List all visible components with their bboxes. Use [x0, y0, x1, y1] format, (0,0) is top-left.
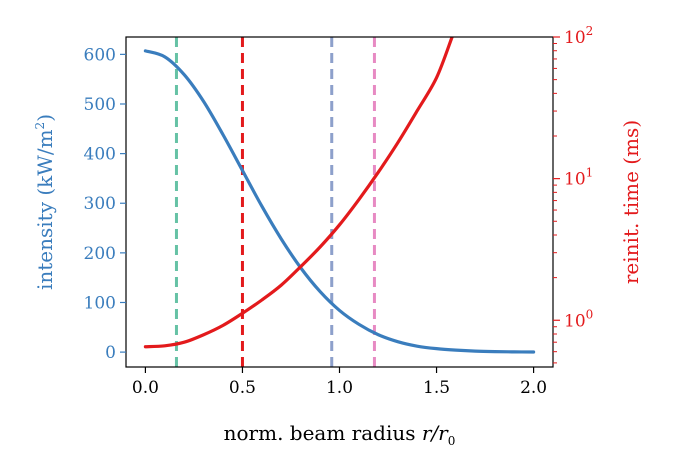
x-tick-label-0: 0.0: [132, 378, 159, 398]
series-lines: [143, 37, 536, 354]
x-tick-label-2: 1.0: [326, 378, 353, 398]
y-left-tick-label-2: 200: [84, 244, 116, 264]
y-right-axis-label: reinit. time (ms): [619, 120, 643, 284]
plot-frame: [125, 36, 554, 368]
y-left-tick-label-4: 400: [84, 145, 116, 165]
y-left-tick-label-0: 0: [105, 343, 116, 363]
y-left-label-prefix: intensity (kW/m: [33, 129, 57, 290]
x-axis-label-var: r/r: [422, 421, 449, 445]
y-left-tick-label-6: 600: [84, 45, 116, 65]
y-left-tick-label-3: 300: [84, 194, 116, 214]
axis-ticks: 0.0 0.5 1.0 1.5 2.0 0 100 200 300 400 500 600 100 101…: [84, 24, 594, 398]
x-tick-label-1: 0.5: [229, 378, 256, 398]
x-axis-label-sub: 0: [448, 434, 456, 448]
x-tick-label-3: 1.5: [423, 378, 450, 398]
x-tick-label-4: 2.0: [520, 378, 547, 398]
series-line-1: [143, 37, 454, 349]
y-left-label-sup: 2: [33, 122, 47, 130]
y-right-tick-label-2: 102: [564, 24, 593, 48]
y-left-label-suffix: ): [33, 114, 57, 122]
reference-lines: [174, 37, 376, 367]
y-left-axis-label: intensity (kW/m2): [33, 114, 57, 290]
y-right-tick-label-1: 101: [564, 166, 593, 190]
y-right-tick-label-0: 100: [564, 307, 593, 331]
series-line-0: [143, 49, 536, 354]
x-axis-label: norm. beam radius r/r0: [224, 421, 456, 448]
y-left-tick-label-5: 500: [84, 95, 116, 115]
x-axis-label-prefix: norm. beam radius: [224, 421, 422, 445]
y-left-tick-label-1: 100: [84, 293, 116, 313]
